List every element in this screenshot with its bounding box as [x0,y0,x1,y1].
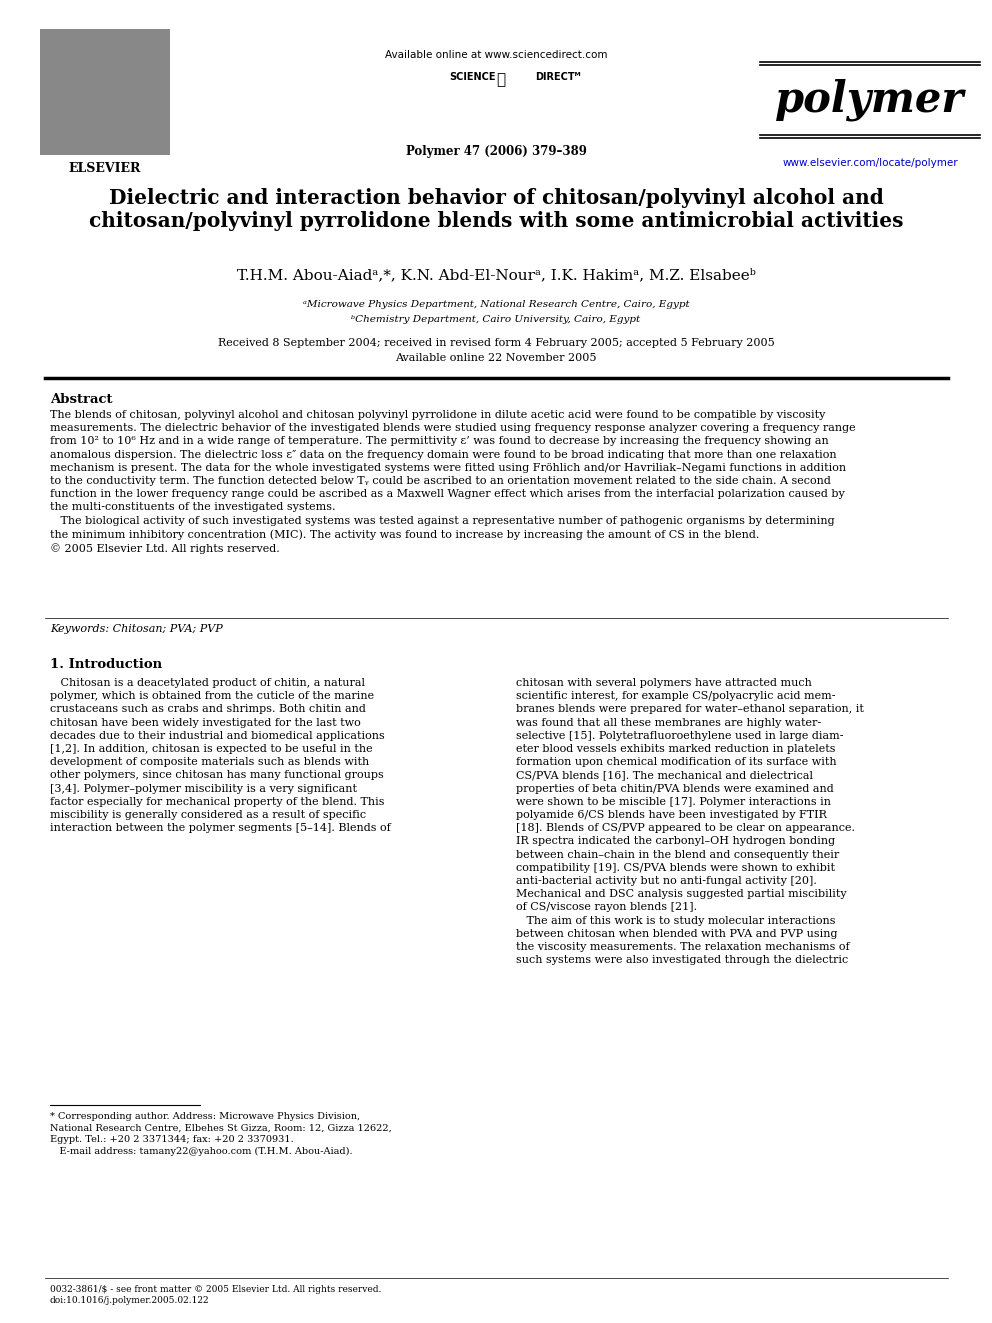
Text: * Corresponding author. Address: Microwave Physics Division,
National Research C: * Corresponding author. Address: Microwa… [50,1113,392,1155]
Text: 0032-3861/$ - see front matter © 2005 Elsevier Ltd. All rights reserved.
doi:10.: 0032-3861/$ - see front matter © 2005 El… [50,1285,381,1304]
Text: chitosan with several polymers have attracted much
scientific interest, for exam: chitosan with several polymers have attr… [516,677,864,966]
Text: Chitosan is a deacetylated product of chitin, a natural
polymer, which is obtain: Chitosan is a deacetylated product of ch… [50,677,391,833]
Text: ᵇChemistry Department, Cairo University, Cairo, Egypt: ᵇChemistry Department, Cairo University,… [351,315,641,324]
FancyBboxPatch shape [40,29,170,155]
Text: 1. Introduction: 1. Introduction [50,658,162,671]
Text: polymer: polymer [776,79,964,122]
Text: Keywords: Chitosan; PVA; PVP: Keywords: Chitosan; PVA; PVP [50,624,223,634]
Text: Available online 22 November 2005: Available online 22 November 2005 [395,353,597,363]
Text: ᵃMicrowave Physics Department, National Research Centre, Cairo, Egypt: ᵃMicrowave Physics Department, National … [303,300,689,310]
Text: Available online at www.sciencedirect.com: Available online at www.sciencedirect.co… [385,50,607,60]
Text: SCIENCE: SCIENCE [449,71,496,82]
Text: The blends of chitosan, polyvinyl alcohol and chitosan polyvinyl pyrrolidone in : The blends of chitosan, polyvinyl alcoho… [50,410,856,554]
Text: Dielectric and interaction behavior of chitosan/polyvinyl alcohol and
chitosan/p: Dielectric and interaction behavior of c… [88,188,904,232]
Text: ⓓ: ⓓ [496,71,505,87]
Text: DIRECTᴹ: DIRECTᴹ [535,71,580,82]
Text: ELSEVIER: ELSEVIER [68,161,141,175]
Text: Polymer 47 (2006) 379–389: Polymer 47 (2006) 379–389 [406,146,586,157]
Text: www.elsevier.com/locate/polymer: www.elsevier.com/locate/polymer [782,157,958,168]
Text: Received 8 September 2004; received in revised form 4 February 2005; accepted 5 : Received 8 September 2004; received in r… [217,337,775,348]
Text: T.H.M. Abou-Aiadᵃ,*, K.N. Abd-El-Nourᵃ, I.K. Hakimᵃ, M.Z. Elsabeeᵇ: T.H.M. Abou-Aiadᵃ,*, K.N. Abd-El-Nourᵃ, … [236,269,756,282]
Text: Abstract: Abstract [50,393,112,406]
